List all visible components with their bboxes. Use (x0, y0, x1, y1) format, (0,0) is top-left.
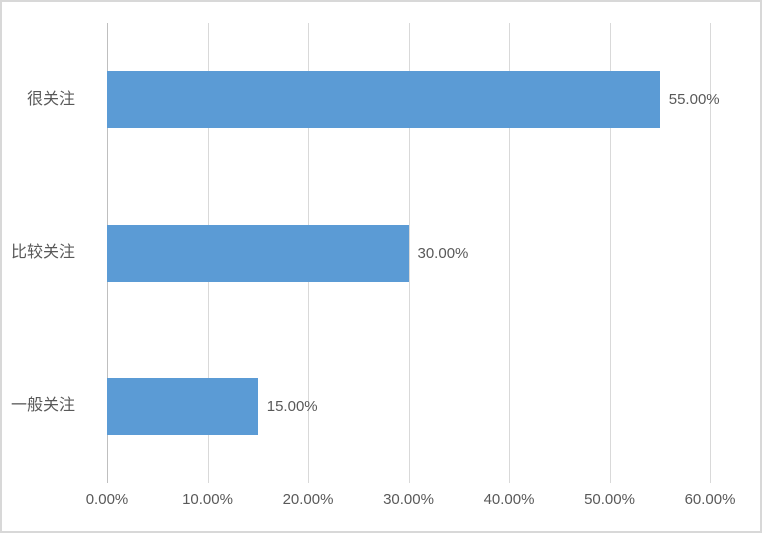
category-axis: 很关注比较关注一般关注 (2, 23, 75, 483)
gridline (408, 23, 410, 483)
x-tick-label: 40.00% (483, 491, 535, 508)
x-tick-label: 30.00% (383, 491, 434, 508)
bar (107, 377, 258, 435)
data-label: 30.00% (417, 244, 469, 262)
data-label: 55.00% (668, 91, 720, 109)
gridline (509, 23, 510, 483)
bar (107, 71, 660, 129)
gridline (609, 23, 611, 483)
bar (107, 224, 409, 282)
x-tick-label: 10.00% (182, 491, 233, 508)
category-label: 一般关注 (10, 397, 75, 415)
x-tick-label: 50.00% (584, 491, 635, 508)
data-label: 15.00% (266, 397, 318, 415)
x-tick-label: 0.00% (85, 491, 129, 508)
x-tick-label: 60.00% (684, 491, 736, 508)
gridline (710, 23, 711, 483)
value-axis: 0.00% 10.00% 20.00% 30.00% 40.00% 50.00% 60.00… (86, 491, 736, 517)
plot-area: 55.00% 30.00% 15.00% (107, 23, 720, 483)
category-label: 很关注 (26, 90, 75, 108)
x-tick-label: 20.00% (282, 491, 334, 508)
category-label: 比较关注 (10, 244, 75, 261)
